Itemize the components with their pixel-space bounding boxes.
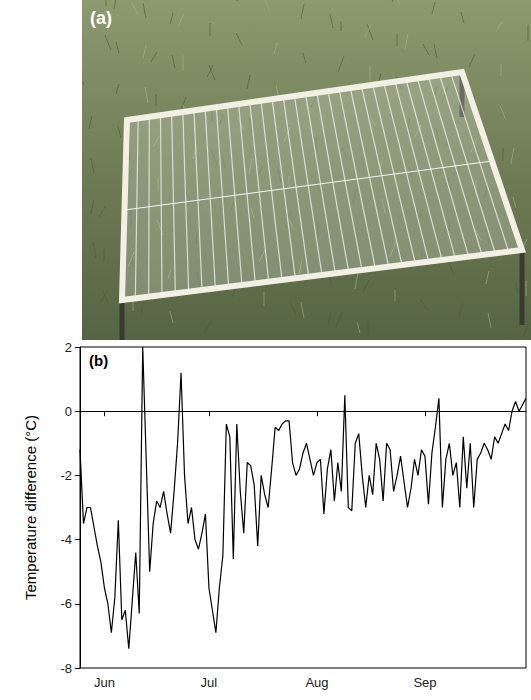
svg-text:0: 0	[65, 404, 72, 419]
svg-text:Sep: Sep	[413, 675, 436, 690]
svg-text:(a): (a)	[90, 8, 112, 28]
svg-text:-2: -2	[60, 468, 72, 483]
svg-text:Temperature difference (°C): Temperature difference (°C)	[22, 415, 39, 600]
svg-text:Jun: Jun	[94, 675, 115, 690]
svg-text:Jul: Jul	[201, 675, 218, 690]
svg-text:Aug: Aug	[305, 675, 328, 690]
svg-text:-8: -8	[60, 661, 72, 676]
svg-text:2: 2	[65, 340, 72, 355]
svg-text:-4: -4	[60, 532, 72, 547]
svg-text:-6: -6	[60, 596, 72, 611]
svg-text:(b): (b)	[89, 352, 108, 369]
